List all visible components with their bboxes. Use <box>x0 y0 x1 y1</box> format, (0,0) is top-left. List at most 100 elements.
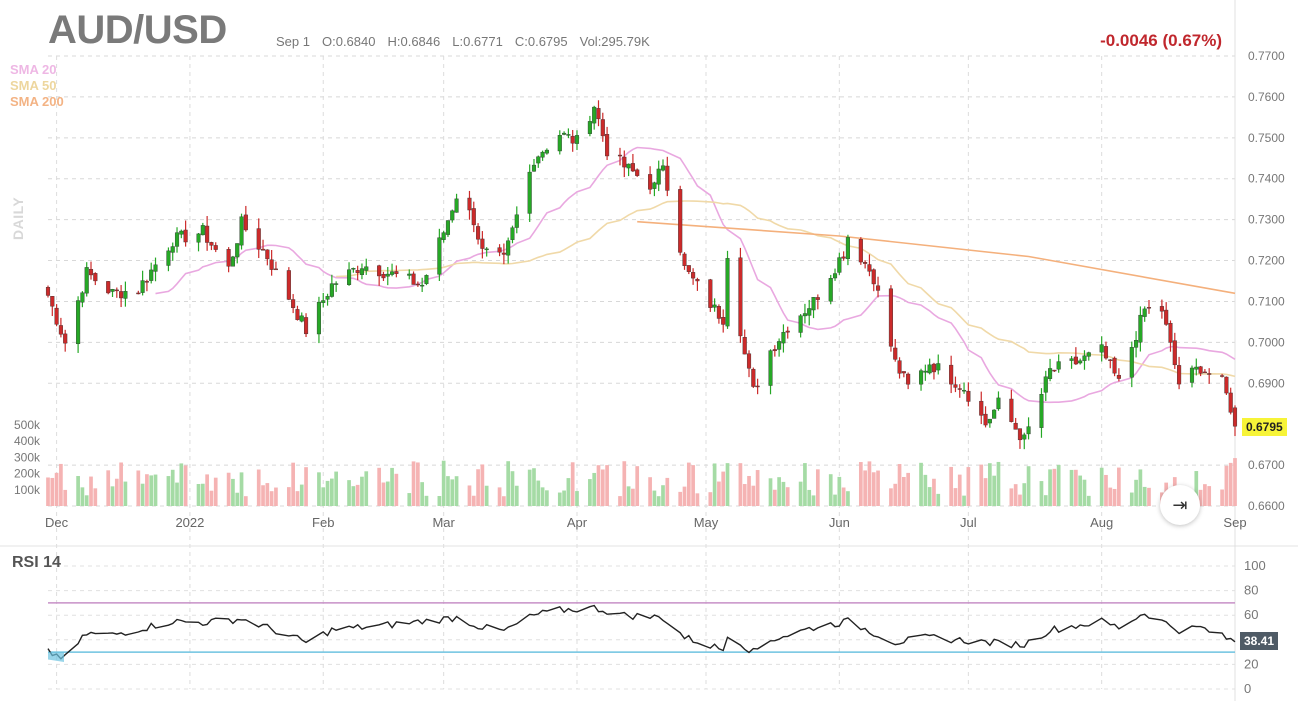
candle-body <box>506 240 511 256</box>
legend-sma200[interactable]: SMA 200 <box>10 94 64 109</box>
ohlc-high: H:0.6846 <box>387 34 441 49</box>
scroll-to-latest-button[interactable]: ⇥ <box>1160 485 1200 525</box>
volume-bar <box>957 474 962 506</box>
candle-body <box>562 132 567 135</box>
volume-bar <box>1194 471 1199 506</box>
candle-body <box>893 347 898 360</box>
volume-bar <box>76 476 80 506</box>
volume-bar <box>299 484 304 506</box>
volume-bar <box>656 496 661 506</box>
candle-body <box>235 243 240 258</box>
volume-bar <box>1220 489 1224 506</box>
candle-body <box>1022 434 1027 440</box>
candle-body <box>936 363 941 371</box>
volume-tick-label: 100k <box>14 483 41 497</box>
volume-bar <box>351 486 356 506</box>
candle-body <box>377 265 382 277</box>
volume-bar <box>919 462 923 506</box>
volume-bar <box>145 474 149 506</box>
volume-bar <box>682 486 687 506</box>
candle-body <box>269 259 274 270</box>
candle-body <box>811 297 816 311</box>
volume-bar <box>476 469 480 506</box>
volume-bar <box>183 465 188 506</box>
volume-bar <box>93 488 98 506</box>
volume-bar <box>123 481 128 506</box>
candle-body <box>815 297 820 300</box>
price-tick-label: 0.6600 <box>1248 499 1285 513</box>
price-tick-label: 0.6900 <box>1248 376 1285 390</box>
volume-bar <box>652 490 657 506</box>
volume-bar <box>717 481 721 506</box>
candle-body <box>321 300 326 303</box>
candle-body <box>351 268 356 270</box>
candle-body <box>660 165 666 171</box>
volume-bar <box>106 470 111 506</box>
volume-bar <box>1207 486 1212 506</box>
sma50-line <box>336 200 1236 378</box>
volume-bar <box>119 462 123 506</box>
candle-body <box>781 332 786 344</box>
candle-body <box>617 154 623 157</box>
candle-body <box>725 258 730 327</box>
moving-averages <box>155 146 1236 404</box>
axes: 0.7700 0.7600 0.7500 0.7400 0.7300 0.7200 0.71… <box>14 49 1285 530</box>
volume-bar <box>557 492 562 506</box>
volume-bar <box>695 493 700 506</box>
volume-bar <box>360 476 364 506</box>
volume-tick-label: 500k <box>14 418 41 432</box>
candle-body <box>196 233 201 243</box>
volume-bar <box>876 470 880 506</box>
candle-body <box>476 226 481 240</box>
candle-body <box>299 315 304 322</box>
sma-legend: SMA 20 SMA 50 SMA 200 <box>10 62 64 110</box>
volume-bar <box>63 489 68 506</box>
candle-body <box>441 232 446 240</box>
candle-body <box>123 291 128 299</box>
candle-body <box>76 300 81 345</box>
volume-bar <box>381 482 386 506</box>
rsi-panel: 100806040200 <box>47 558 1266 696</box>
sma20-line <box>155 146 1236 404</box>
candle-body <box>467 197 472 211</box>
volume-bar <box>506 461 511 506</box>
candle-body <box>200 225 205 236</box>
rsi-line <box>47 604 1236 660</box>
volume-bar <box>1074 469 1078 506</box>
volume-bar <box>798 481 803 506</box>
volume-bar <box>136 470 141 506</box>
volume-bar <box>863 470 867 506</box>
candle-body <box>174 232 180 247</box>
price-tick-label: 0.7700 <box>1248 49 1285 63</box>
candle-body <box>777 341 782 350</box>
volume-bar <box>1203 484 1207 506</box>
volume-bar <box>411 461 416 506</box>
rsi-label: RSI 14 <box>12 554 61 571</box>
candle-body <box>140 280 145 293</box>
candle-body <box>1164 309 1169 325</box>
volume-bar <box>200 483 205 506</box>
candle-body <box>153 264 158 272</box>
volume-bar <box>510 471 515 506</box>
candle-body <box>106 281 111 294</box>
candle-body <box>867 264 872 272</box>
volume-bar <box>209 490 214 506</box>
price-change: -0.0046 (0.67%) <box>1100 31 1222 50</box>
volume-bar <box>484 485 489 506</box>
candle-body <box>114 289 119 292</box>
volume-bar <box>166 476 171 506</box>
candle-body <box>510 227 515 240</box>
volume-bar <box>678 491 683 506</box>
legend-sma20[interactable]: SMA 20 <box>10 62 57 77</box>
candle-body <box>325 296 330 300</box>
volume-bar <box>622 461 627 506</box>
candle-body <box>901 371 906 374</box>
volume-bar <box>1117 467 1121 506</box>
volume-bar <box>420 482 425 506</box>
volume-bar <box>1039 481 1044 506</box>
candlesticks <box>45 100 1238 450</box>
legend-sma50[interactable]: SMA 50 <box>10 78 57 93</box>
volume-bar <box>235 492 240 506</box>
